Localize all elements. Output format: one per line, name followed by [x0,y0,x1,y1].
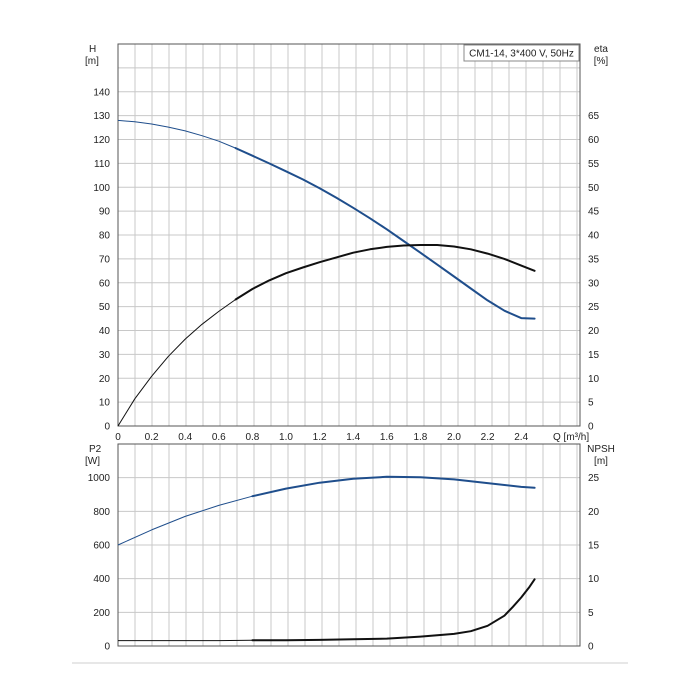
y-right-tick-label: 55 [588,159,600,170]
y-left-axis-name: H [89,44,96,55]
y-right-tick-label: 10 [588,574,600,585]
y-left-tick-label: 0 [104,642,110,653]
y-right-tick-label: 35 [588,254,600,265]
y-right-tick-label: 0 [588,642,594,653]
y-left-tick-label: 100 [93,183,110,194]
x-tick-label: 0.2 [145,432,159,443]
y-left-tick-label: 10 [99,398,111,409]
y-right-axis-unit: [m] [594,456,608,467]
y-right-tick-label: 50 [588,183,600,194]
y-right-tick-label: 45 [588,207,600,218]
x-tick-label: 0 [115,432,121,443]
y-left-tick-label: 50 [99,302,111,313]
y-left-axis-unit: [W] [85,456,100,467]
y-left-tick-label: 120 [93,135,110,146]
y-left-tick-label: 20 [99,374,111,385]
y-right-tick-label: 25 [588,473,600,484]
series-head-line-low-flow [117,119,236,149]
y-left-tick-label: 70 [99,254,111,265]
x-tick-label: 0.8 [245,432,259,443]
plot-frame [117,43,581,427]
x-tick-label: 0.4 [178,432,192,443]
y-left-tick-label: 90 [99,207,111,218]
y-right-tick-label: 65 [588,111,600,122]
y-right-tick-label: 15 [588,541,600,552]
y-right-tick-label: 15 [588,350,600,361]
series-efficiency-line [234,244,536,301]
y-left-tick-label: 800 [93,507,110,518]
y-left-tick-label: 40 [99,326,111,337]
x-axis-label: Q [m³/h] [553,432,589,443]
legend-box [463,44,580,62]
series-efficiency-line-low-flow [117,299,236,427]
y-right-axis-name: eta [594,44,608,55]
y-right-tick-label: 60 [588,135,600,146]
y-left-tick-label: 110 [94,159,110,170]
x-tick-label: 1.6 [380,432,394,443]
y-left-tick-label: 140 [93,87,110,98]
y-right-tick-label: 5 [588,608,594,619]
x-tick-label: 2.2 [481,432,495,443]
y-left-tick-label: 60 [99,278,111,289]
y-left-tick-label: 200 [93,608,110,619]
y-right-tick-label: 40 [588,231,600,242]
power-npsh-panel: 0 200 400 600 800 1000 0 5 10 15 20 25 P2[W] NPSH[m] [85,443,615,653]
x-tick-label: 1.0 [279,432,293,443]
y-left-tick-label: 600 [93,541,110,552]
series-power-line [251,475,536,498]
series-head-line [234,147,536,320]
x-tick-label: 0.6 [212,432,226,443]
series-npsh-line [251,578,536,642]
y-right-axis-name: NPSH [587,444,615,455]
y-left-axis-unit: [m] [85,56,99,67]
y-right-tick-label: 10 [588,374,600,385]
y-right-tick-label: 20 [588,326,600,337]
x-tick-label: 1.4 [346,432,360,443]
y-right-tick-label: 20 [588,507,600,518]
legend-text: CM1-14, 3*400 V, 50Hz [469,49,574,60]
y-right-axis-unit: [%] [594,56,609,67]
y-right-tick-label: 5 [588,398,594,409]
y-left-axis-name: P2 [89,444,102,455]
x-tick-label: 1.2 [313,432,327,443]
x-tick-label: 2.0 [447,432,461,443]
y-left-tick-label: 1000 [88,473,111,484]
y-right-tick-label: 25 [588,302,600,313]
x-tick-label: 2.4 [514,432,528,443]
y-left-tick-label: 0 [104,422,110,433]
y-left-tick-label: 80 [99,231,111,242]
head-efficiency-panel: 0 10 20 30 40 50 60 70 80 90 100 110 120 130 140 0 5 10 15… [85,43,609,443]
y-left-tick-label: 400 [93,574,110,585]
y-right-tick-label: 0 [588,422,594,433]
y-left-tick-label: 130 [93,111,110,122]
y-right-tick-label: 30 [588,278,600,289]
series-power-line-low-flow [117,495,253,546]
x-tick-label: 1.8 [413,432,427,443]
y-left-tick-label: 30 [99,350,111,361]
